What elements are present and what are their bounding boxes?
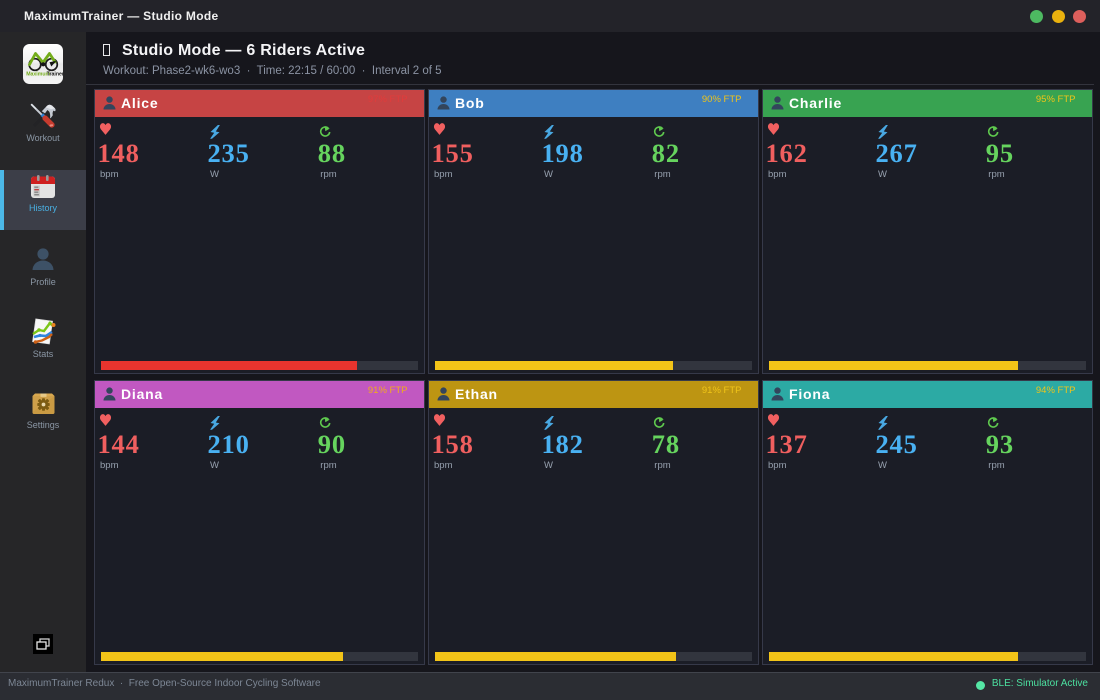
svg-text:Maximum: Maximum [26, 72, 50, 78]
svg-text:Trainer: Trainer [47, 72, 63, 78]
